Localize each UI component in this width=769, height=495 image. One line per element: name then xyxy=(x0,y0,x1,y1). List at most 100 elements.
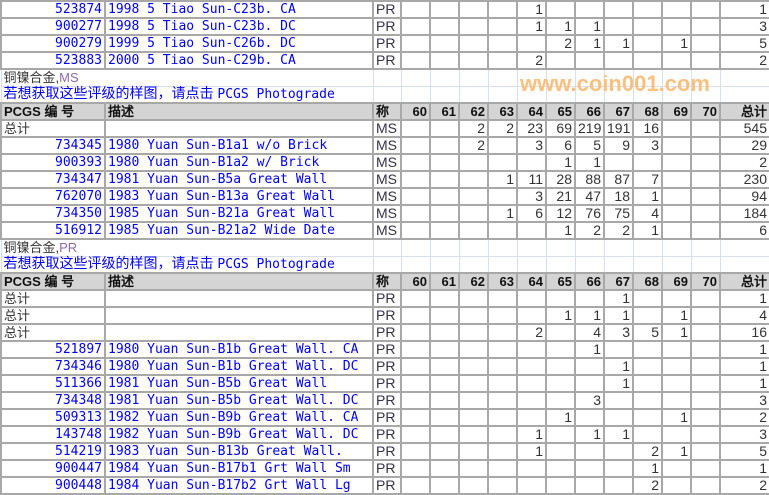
grade-count-60 xyxy=(400,170,431,189)
header-grade-66: 66 xyxy=(574,102,605,121)
description-link[interactable]: 2000 5 Tiao Sun-C29b. CA xyxy=(104,51,374,70)
empty-cell xyxy=(487,238,518,257)
row-total: 230 xyxy=(719,170,769,189)
grade-count-60 xyxy=(400,34,431,53)
pcgs-number-link[interactable]: 523874 xyxy=(0,0,106,19)
empty-cell xyxy=(487,85,518,104)
pcgs-number-link[interactable]: 143748 xyxy=(0,425,106,444)
empty-cell xyxy=(632,85,663,104)
grade-count-61 xyxy=(429,340,460,359)
grade-count-63 xyxy=(487,476,518,495)
row-total: 3 xyxy=(719,17,769,36)
description-link[interactable]: 1980 Yuan Sun-B1a1 w/o Brick xyxy=(104,136,374,155)
description-link[interactable]: 1980 Yuan Sun-B1b Great Wall. CA xyxy=(104,340,374,359)
pcgs-number-link[interactable]: 514219 xyxy=(0,442,106,461)
grade-count-64 xyxy=(516,408,547,427)
pcgs-number-link[interactable]: 521897 xyxy=(0,340,106,359)
grade-count-65 xyxy=(545,391,576,410)
description-link[interactable]: 1981 Yuan Sun-B5b Great Wall. DC xyxy=(104,391,374,410)
section-label: 铜镍合金,MS xyxy=(0,68,374,87)
pcgs-number-link[interactable]: 900447 xyxy=(0,459,106,478)
grade-type: PR xyxy=(372,340,402,359)
row-total: 3 xyxy=(719,425,769,444)
description-link[interactable]: 1982 Yuan Sun-B9b Great Wall. DC xyxy=(104,425,374,444)
row-total: 545 xyxy=(719,119,769,138)
table-row: 514219 1983 Yuan Sun-B13b Great Wall. PR 1 2… xyxy=(0,442,769,461)
grade-count-65 xyxy=(545,289,576,308)
grade-count-62 xyxy=(458,170,489,189)
pcgs-number-link[interactable]: 511366 xyxy=(0,374,106,393)
pcgs-number-link[interactable]: 734345 xyxy=(0,136,106,155)
description-link[interactable]: 1980 Yuan Sun-B1b Great Wall. DC xyxy=(104,357,374,376)
grade-count-64: 11 xyxy=(516,170,547,189)
description-link[interactable]: 1984 Yuan Sun-B17b2 Grt Wall Lg xyxy=(104,476,374,495)
empty-cell xyxy=(690,255,721,274)
photograde-link-text[interactable]: PCGS Photograde xyxy=(217,257,335,273)
grade-count-65 xyxy=(545,459,576,478)
grade-count-65 xyxy=(545,357,576,376)
grade-count-69: 1 xyxy=(661,306,692,325)
row-total: 6 xyxy=(719,221,769,240)
description-link[interactable]: 1981 Yuan Sun-B5a Great Wall xyxy=(104,170,374,189)
table-row: 900277 1998 5 Tiao Sun-C23b. DC PR 1 1 1 3 xyxy=(0,17,769,36)
pcgs-number-link[interactable]: 900448 xyxy=(0,476,106,495)
grade-count-62 xyxy=(458,374,489,393)
row-total: 1 xyxy=(719,289,769,308)
description-link[interactable]: 1983 Yuan Sun-B13b Great Wall. xyxy=(104,442,374,461)
grade-count-64 xyxy=(516,374,547,393)
description-link[interactable]: 1980 Yuan Sun-B1a2 w/ Brick xyxy=(104,153,374,172)
description-cell xyxy=(104,289,374,308)
grade-count-70 xyxy=(690,221,721,240)
pcgs-number-link[interactable]: 509313 xyxy=(0,408,106,427)
section-label-row: 铜镍合金,PR xyxy=(0,238,769,257)
grade-count-62 xyxy=(458,17,489,36)
header-designation: 称 xyxy=(372,272,402,291)
photograde-link-text[interactable]: PCGS Photograde xyxy=(217,87,335,103)
grade-count-67 xyxy=(603,340,634,359)
grade-count-68: 7 xyxy=(632,170,663,189)
description-link[interactable]: 1983 Yuan Sun-B13a Great Wall xyxy=(104,187,374,206)
pcgs-number-link[interactable]: 734348 xyxy=(0,391,106,410)
description-link[interactable]: 1981 Yuan Sun-B5b Great Wall xyxy=(104,374,374,393)
description-link[interactable]: 1998 5 Tiao Sun-C23b. DC xyxy=(104,17,374,36)
grade-count-61 xyxy=(429,442,460,461)
pcgs-number-link[interactable]: 734350 xyxy=(0,204,106,223)
pcgs-number-link[interactable]: 900277 xyxy=(0,17,106,36)
grade-count-70 xyxy=(690,374,721,393)
description-link[interactable]: 1982 Yuan Sun-B9b Great Wall. CA xyxy=(104,408,374,427)
grade-count-62: 2 xyxy=(458,119,489,138)
pcgs-number-link[interactable]: 516912 xyxy=(0,221,106,240)
grade-count-70 xyxy=(690,306,721,325)
header-pcgs-number: PCGS 编 号 xyxy=(0,102,106,121)
photograde-link[interactable]: 若想获取这些评级的样图，请点击 PCGS Photograde xyxy=(0,255,374,274)
description-link[interactable]: 1985 Yuan Sun-B21a Great Wall xyxy=(104,204,374,223)
grade-count-63 xyxy=(487,221,518,240)
description-link[interactable]: 1998 5 Tiao Sun-C23b. CA xyxy=(104,0,374,19)
pcgs-number-link[interactable]: 900279 xyxy=(0,34,106,53)
description-link[interactable]: 1985 Yuan Sun-B21a2 Wide Date xyxy=(104,221,374,240)
grade-count-64 xyxy=(516,459,547,478)
grade-count-65: 6 xyxy=(545,136,576,155)
pcgs-number-link[interactable]: 762070 xyxy=(0,187,106,206)
row-total: 184 xyxy=(719,204,769,223)
pcgs-number-link[interactable]: 900393 xyxy=(0,153,106,172)
grade-count-63 xyxy=(487,306,518,325)
empty-cell xyxy=(458,68,489,87)
pcgs-number-link[interactable]: 734347 xyxy=(0,170,106,189)
grade-count-68: 3 xyxy=(632,136,663,155)
grade-count-67: 1 xyxy=(603,34,634,53)
grade-type: MS xyxy=(372,170,402,189)
pcgs-number-link[interactable]: 734346 xyxy=(0,357,106,376)
description-link[interactable]: 1999 5 Tiao Sun-C26b. DC xyxy=(104,34,374,53)
pcgs-number-link[interactable]: 523883 xyxy=(0,51,106,70)
description-link[interactable]: 1984 Yuan Sun-B17b1 Grt Wall Sm xyxy=(104,459,374,478)
grade-count-70 xyxy=(690,357,721,376)
grade-count-70 xyxy=(690,17,721,36)
grade-count-70 xyxy=(690,459,721,478)
grade-count-60 xyxy=(400,153,431,172)
grade-count-70 xyxy=(690,204,721,223)
empty-cell xyxy=(400,238,431,257)
photograde-link[interactable]: 若想获取这些评级的样图，请点击 PCGS Photograde xyxy=(0,85,374,104)
total-row: 总计 PR 1 1 xyxy=(0,289,769,308)
